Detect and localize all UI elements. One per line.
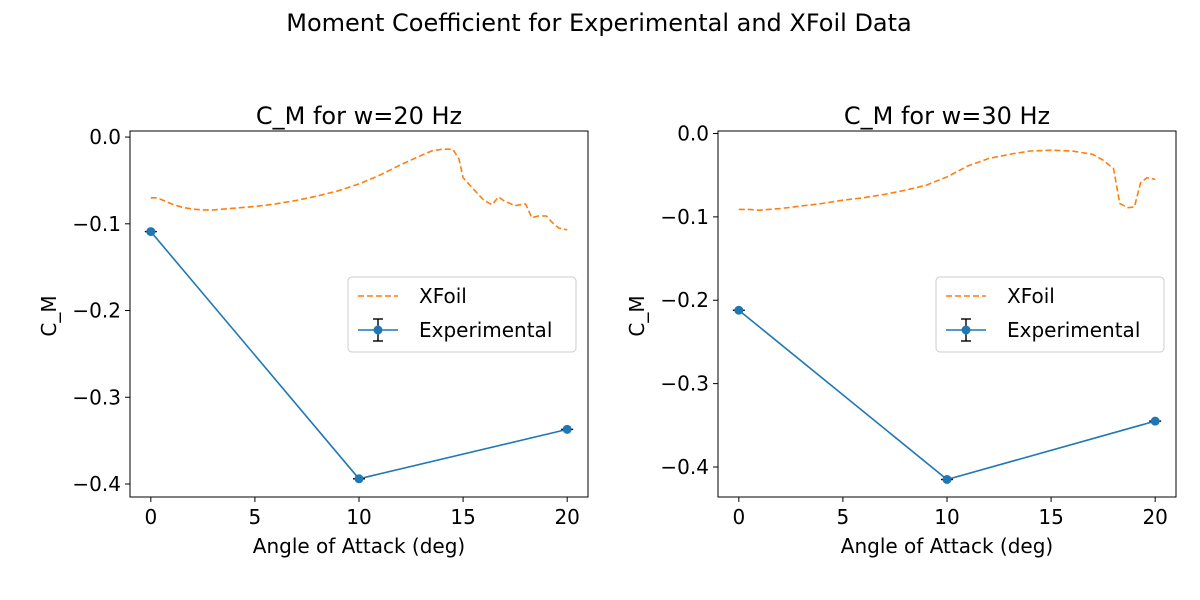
left-legend-experimental-marker xyxy=(373,325,383,335)
left-xtick-label: 10 xyxy=(346,505,371,529)
left-axes-frame xyxy=(129,130,589,498)
right-series-experimental-point xyxy=(734,305,744,315)
left-legend-experimental-label: Experimental xyxy=(419,318,552,342)
subplot-left-plot: 0 5 10 15 20 0.0 −0.1 −0.2 −0.3 −0.4 XFoil Experime… xyxy=(72,125,589,529)
right-xtick-label: 10 xyxy=(934,505,959,529)
figure-suptitle: Moment Coefficient for Experimental and … xyxy=(286,9,912,37)
left-ytick-label: −0.4 xyxy=(72,472,121,496)
right-ytick-label: 0.0 xyxy=(677,122,709,146)
right-legend-box xyxy=(935,276,1165,353)
subplot-right-plot: 0 5 10 15 20 0.0 −0.1 −0.2 −0.3 −0.4 XFoil Experime… xyxy=(660,122,1177,529)
left-ytick-label: −0.3 xyxy=(72,385,121,409)
subplot-left-ylabel: C_M xyxy=(37,295,61,336)
subplot-left-title: C_M for w=20 Hz xyxy=(256,102,462,130)
left-ytick-label: −0.1 xyxy=(72,212,121,236)
subplot-right-xlabel: Angle of Attack (deg) xyxy=(841,534,1053,558)
subplot-right: C_M for w=30 Hz Angle of Attack (deg) C_… xyxy=(625,102,1177,558)
subplot-left-xlabel: Angle of Attack (deg) xyxy=(253,534,465,558)
left-ytick-label: 0.0 xyxy=(89,125,121,149)
left-legend-box xyxy=(347,276,577,353)
right-ytick-label: −0.3 xyxy=(660,372,709,396)
right-series-experimental-point xyxy=(942,474,952,484)
left-series-experimental-point xyxy=(354,474,364,484)
left-xtick-label: 0 xyxy=(144,505,157,529)
subplot-right-ylabel: C_M xyxy=(625,295,649,336)
right-legend-xfoil-label: XFoil xyxy=(1007,284,1055,308)
left-legend: XFoil Experimental xyxy=(347,276,577,353)
left-series-experimental-line xyxy=(150,231,568,480)
left-series-xfoil-line xyxy=(150,148,568,231)
subplot-left: C_M for w=20 Hz Angle of Attack (deg) C_… xyxy=(37,102,589,558)
right-xtick-label: 20 xyxy=(1142,505,1167,529)
left-xtick-label: 20 xyxy=(554,505,579,529)
right-axes-frame xyxy=(717,130,1177,498)
left-xtick-label: 5 xyxy=(249,505,262,529)
right-legend: XFoil Experimental xyxy=(935,276,1165,353)
right-xtick-label: 15 xyxy=(1038,505,1063,529)
right-ytick-label: −0.4 xyxy=(660,455,709,479)
right-series-experimental-point xyxy=(1150,416,1160,426)
left-series-experimental-point xyxy=(562,424,572,434)
right-ytick-label: −0.2 xyxy=(660,288,709,312)
left-legend-xfoil-label: XFoil xyxy=(419,284,467,308)
left-ytick-label: −0.2 xyxy=(72,299,121,323)
subplot-right-title: C_M for w=30 Hz xyxy=(844,102,1050,130)
left-series-experimental-point xyxy=(146,227,156,237)
right-legend-experimental-label: Experimental xyxy=(1007,318,1140,342)
left-xtick-label: 15 xyxy=(450,505,475,529)
right-ytick-label: −0.1 xyxy=(660,205,709,229)
right-xtick-label: 0 xyxy=(732,505,745,529)
right-xtick-label: 5 xyxy=(837,505,850,529)
right-series-xfoil-line xyxy=(738,149,1156,212)
right-legend-experimental-marker xyxy=(961,325,971,335)
